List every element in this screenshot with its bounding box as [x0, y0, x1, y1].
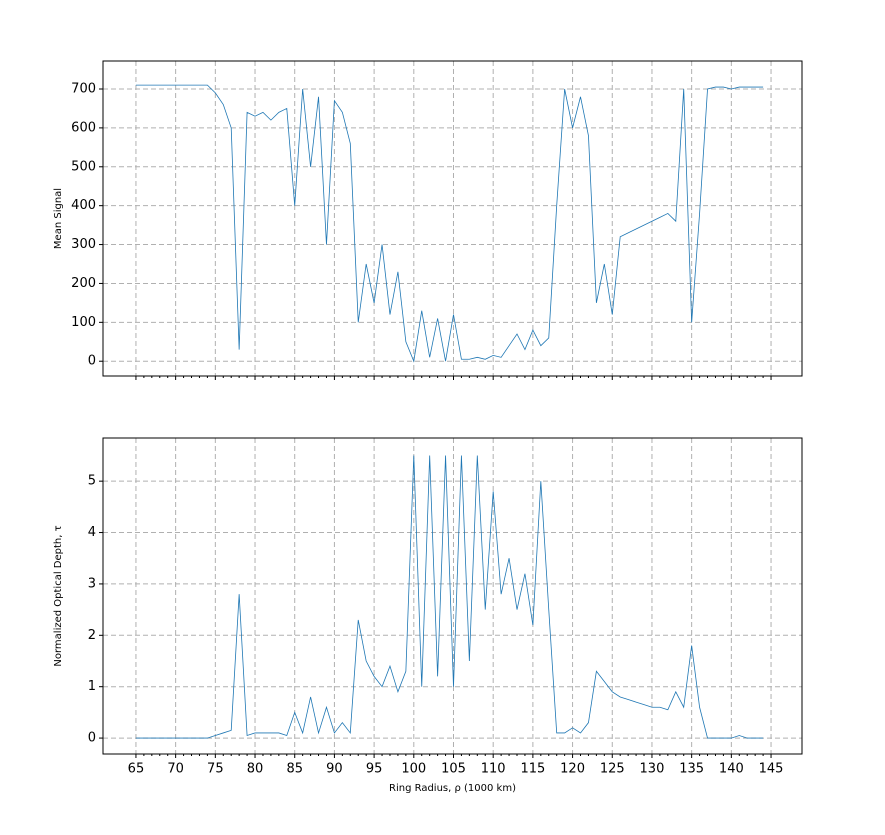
signal-line — [135, 455, 764, 739]
y-tick-label: 1 — [88, 679, 96, 694]
y-tick-label: 0 — [88, 354, 96, 369]
x-tick-label: 130 — [640, 762, 665, 777]
signal-line — [135, 84, 764, 363]
y-tick-label: 0 — [88, 731, 96, 746]
x-tick-label: 125 — [600, 762, 625, 777]
x-tick-label: 95 — [366, 762, 383, 777]
x-tick-label: 80 — [247, 762, 264, 777]
y-tick-label: 500 — [71, 159, 96, 174]
x-tick-label: 70 — [167, 762, 184, 777]
y-tick-label: 400 — [71, 198, 96, 213]
y-tick-label: 3 — [88, 576, 96, 591]
x-tick-label: 100 — [401, 762, 426, 777]
y-tick-label: 300 — [71, 237, 96, 252]
y-tick-label: 2 — [88, 628, 96, 643]
x-tick-label: 65 — [128, 762, 145, 777]
y-axis-label: Normalized Optical Depth, τ — [53, 525, 64, 666]
x-tick-label: 110 — [481, 762, 506, 777]
x-tick-label: 140 — [719, 762, 744, 777]
y-tick-label: 200 — [71, 276, 96, 291]
x-tick-label: 115 — [520, 762, 545, 777]
x-tick-label: 145 — [759, 762, 784, 777]
x-tick-label: 135 — [679, 762, 704, 777]
x-tick-label: 75 — [207, 762, 224, 777]
x-tick-label: 105 — [441, 762, 466, 777]
y-axis-label: Mean Signal — [53, 188, 64, 249]
y-tick-label: 600 — [71, 120, 96, 135]
x-tick-label: 85 — [286, 762, 303, 777]
y-tick-label: 4 — [88, 525, 96, 540]
y-tick-label: 5 — [88, 474, 96, 489]
axes-frame — [102, 60, 803, 377]
x-axis-label: Ring Radius, ρ (1000 km) — [389, 783, 516, 794]
axes-frame — [102, 437, 803, 755]
x-tick-label: 120 — [560, 762, 585, 777]
y-tick-label: 700 — [71, 82, 96, 97]
x-tick-label: 90 — [326, 762, 343, 777]
y-tick-label: 100 — [71, 315, 96, 330]
